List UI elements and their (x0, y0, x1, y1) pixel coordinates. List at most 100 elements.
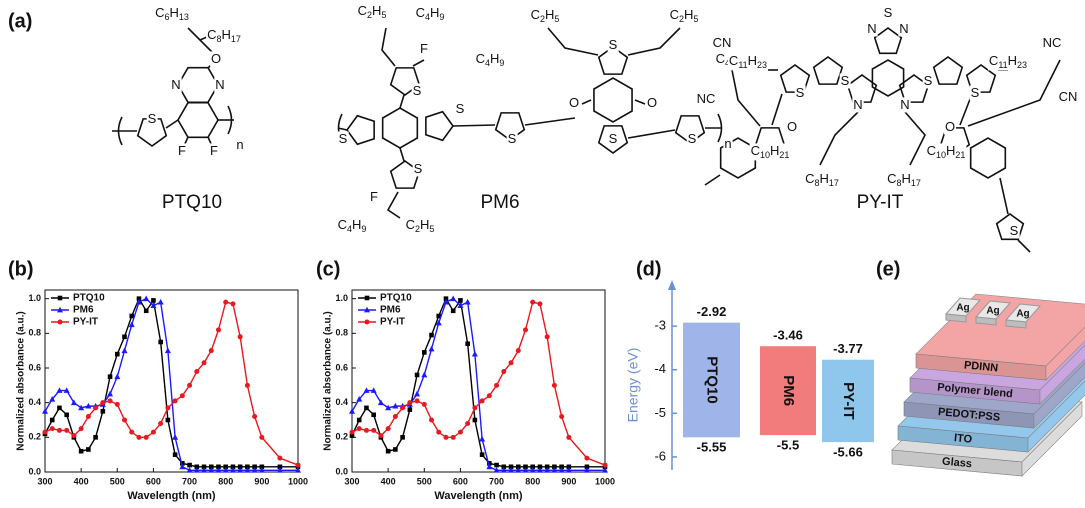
marker (229, 467, 236, 473)
category-label: PM6 (780, 375, 797, 406)
marker (187, 462, 192, 468)
layer-side (1021, 401, 1083, 477)
marker (100, 400, 106, 406)
marker (114, 373, 121, 380)
marker (215, 327, 221, 333)
bond (386, 191, 401, 219)
layer-label: PDINN (963, 359, 998, 374)
ring (593, 77, 633, 123)
value-label: -2.92 (697, 304, 727, 319)
marker (371, 427, 377, 433)
panel-label: (d) (636, 258, 662, 280)
marker (558, 467, 565, 473)
value-label: -5.66 (833, 445, 863, 460)
atom-backdrop (529, 7, 561, 25)
marker (515, 467, 522, 473)
marker (114, 351, 120, 357)
atom-backdrop (607, 131, 619, 147)
category-label: PY-IT (840, 382, 857, 420)
marker (215, 467, 222, 473)
atom-backdrop (206, 27, 242, 45)
marker (465, 420, 471, 426)
energy-bar (822, 359, 874, 443)
panel-label: (e) (876, 258, 900, 280)
atom-label: N (215, 77, 224, 92)
marker (349, 429, 355, 435)
atom-backdrop (886, 171, 922, 189)
marker (158, 420, 164, 426)
atom-label: S (609, 37, 618, 52)
y-axis-label: Normalized absorbance (a.u.) (323, 311, 334, 450)
atom-backdrop (506, 131, 518, 147)
marker (237, 464, 243, 470)
y-tick-label: -3 (654, 318, 666, 333)
marker (385, 426, 391, 432)
marker (566, 464, 572, 470)
marker (57, 295, 63, 301)
value-label: -5.5 (777, 438, 799, 453)
atom-backdrop (214, 77, 226, 93)
marker (187, 382, 193, 388)
marker (450, 308, 456, 314)
marker (458, 298, 463, 303)
marker (364, 306, 370, 313)
marker (479, 452, 485, 457)
atom-label: C8H17 (887, 171, 921, 188)
atom-label: O (569, 95, 579, 110)
atom-backdrop (412, 161, 424, 177)
marker (42, 408, 48, 414)
marker (42, 429, 48, 435)
bond (412, 59, 425, 67)
atom-backdrop (866, 21, 878, 37)
layer-label: ITO (953, 432, 973, 446)
bond (165, 119, 179, 129)
marker (443, 296, 449, 301)
ring (873, 27, 903, 55)
marker (244, 382, 250, 388)
marker (508, 360, 514, 366)
y-tick-label: 1.0 (28, 293, 41, 303)
y-axis-label: Normalized absorbance (a.u.) (16, 311, 27, 450)
ring (932, 56, 964, 85)
legend-label: PM6 (380, 305, 401, 316)
marker (414, 390, 421, 397)
marker (122, 334, 127, 340)
bond (627, 129, 676, 139)
marker (544, 467, 551, 473)
marker (515, 464, 521, 470)
atom-label: C2H5 (531, 7, 560, 24)
marker (223, 464, 229, 470)
marker (428, 345, 435, 352)
atom-label: S (841, 73, 850, 88)
x-tick-label: 900 (561, 476, 576, 486)
atom-backdrop (454, 101, 466, 117)
marker (70, 399, 77, 406)
marker (508, 467, 515, 473)
plot-frame (351, 289, 606, 473)
marker (57, 306, 63, 313)
atom-label: S (796, 85, 805, 100)
atom-backdrop (727, 53, 769, 71)
marker (500, 467, 507, 473)
ring (597, 125, 629, 154)
ring (346, 114, 375, 146)
marker (559, 464, 564, 470)
marker (442, 298, 449, 305)
marker (472, 405, 478, 411)
marker (129, 429, 135, 435)
atom-label: N (171, 77, 180, 92)
bond (452, 124, 496, 127)
marker (544, 464, 550, 470)
marker (143, 434, 149, 440)
y-tick-label: -5 (654, 405, 666, 420)
marker (421, 401, 427, 407)
marker (107, 374, 113, 379)
marker (414, 398, 420, 404)
atom-label: S (508, 131, 517, 146)
value-label: -3.77 (833, 341, 863, 356)
y-tick-label: 0.2 (28, 432, 41, 442)
x-tick-label: 900 (254, 476, 269, 486)
atom-backdrop (922, 73, 934, 89)
atom-label: S (413, 83, 422, 98)
atom-label: C4H9 (476, 51, 505, 68)
